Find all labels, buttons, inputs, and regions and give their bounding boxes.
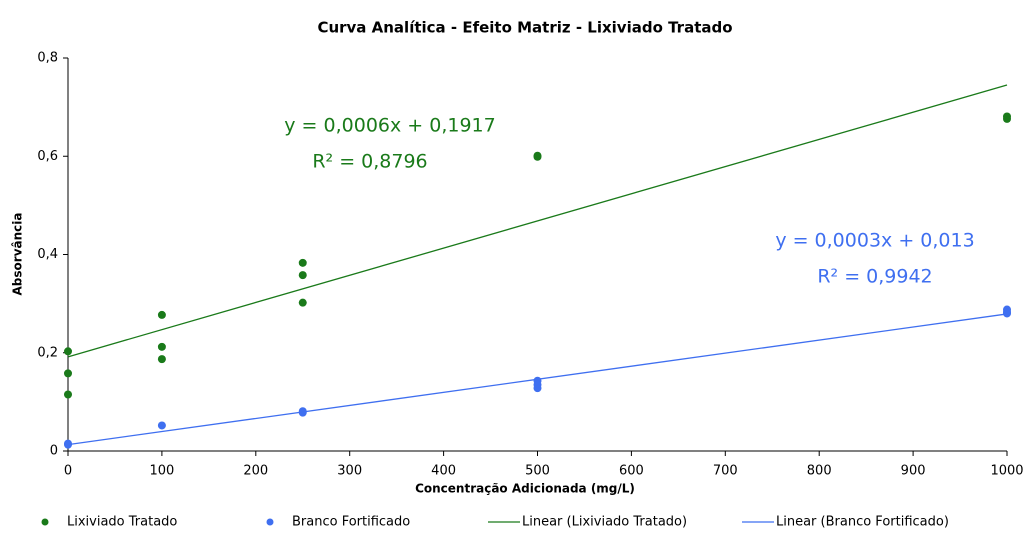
- x-tick-label: 200: [243, 464, 268, 479]
- point: [64, 347, 72, 356]
- point: [157, 421, 166, 430]
- legend-swatch: [266, 518, 274, 526]
- x-tick-label: 300: [337, 464, 362, 479]
- point: [157, 342, 166, 351]
- x-tick-label: 400: [431, 464, 456, 479]
- point: [298, 407, 307, 416]
- legend-label: Branco Fortificado: [292, 515, 410, 530]
- trend-equation: y = 0,0006x + 0,1917: [284, 115, 495, 137]
- x-tick-label: 1000: [990, 464, 1023, 479]
- y-tick-label: 0,8: [37, 51, 58, 66]
- trend-line: [67, 313, 1008, 446]
- point: [1003, 114, 1011, 123]
- x-tick-label: 700: [713, 464, 738, 479]
- y-tick-label: 0,6: [37, 149, 58, 164]
- trend-line: [67, 84, 1008, 358]
- trend-equation: R² = 0,9942: [817, 266, 932, 288]
- point: [64, 439, 72, 448]
- point: [533, 152, 542, 161]
- legend-label: Lixiviado Tratado: [67, 515, 177, 530]
- trend-equation: R² = 0,8796: [312, 151, 427, 173]
- x-tick-label: 800: [807, 464, 832, 479]
- y-tick-label: 0,4: [37, 247, 58, 262]
- legend-swatch: [41, 518, 49, 526]
- x-tick-label: 500: [525, 464, 550, 479]
- y-axis-label: Absorvância: [11, 213, 25, 296]
- chart-title: Curva Analítica - Efeito Matriz - Lixivi…: [317, 19, 732, 37]
- x-tick-label: 100: [149, 464, 174, 479]
- point: [533, 384, 542, 393]
- y-tick-label: 0: [50, 444, 58, 459]
- point: [298, 271, 307, 280]
- trend-equation: y = 0,0003x + 0,013: [775, 230, 974, 252]
- x-tick-label: 900: [901, 464, 926, 479]
- point: [157, 355, 166, 364]
- point: [1003, 309, 1011, 318]
- x-tick-label: 600: [619, 464, 644, 479]
- point: [298, 258, 307, 267]
- point: [64, 390, 72, 399]
- legend-label: Linear (Lixiviado Tratado): [522, 515, 687, 530]
- legend-label: Linear (Branco Fortificado): [776, 515, 949, 530]
- x-tick-label: 0: [64, 464, 72, 479]
- y-tick-label: 0,2: [37, 345, 58, 360]
- point: [64, 369, 72, 378]
- x-axis-label: Concentração Adicionada (mg/L): [415, 482, 635, 496]
- point: [157, 310, 166, 319]
- point: [298, 298, 307, 307]
